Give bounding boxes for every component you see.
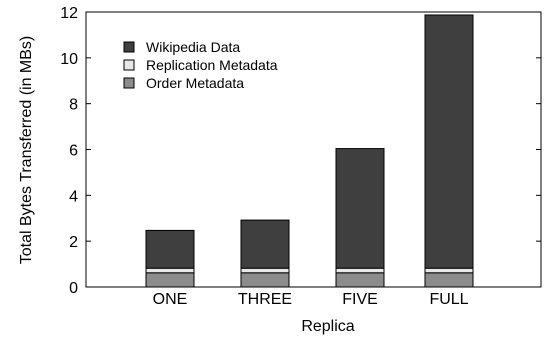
bar-segment — [335, 267, 385, 274]
x-axis-label: Replica — [301, 318, 354, 335]
y-tick-label: 6 — [69, 143, 78, 160]
bars-group — [145, 14, 474, 288]
legend-swatch — [123, 59, 135, 71]
legend: Wikipedia Data Replication Metadata Order … — [123, 39, 278, 91]
y-tick-label: 10 — [60, 51, 78, 68]
bar-segment — [240, 219, 290, 269]
x-tick-label: ONE — [153, 291, 188, 308]
legend-label: Replication Metadata — [146, 57, 278, 73]
y-tick-label: 4 — [69, 188, 78, 205]
legend-swatch — [123, 41, 135, 53]
bar-segment — [240, 267, 290, 274]
y-axis-label: Total Bytes Transferred (in MBs) — [18, 36, 35, 265]
bar-segment — [145, 229, 195, 269]
y-tick-label: 2 — [69, 234, 78, 251]
bar-segment — [424, 272, 474, 288]
legend-swatch — [123, 77, 135, 89]
y-tick-label: 8 — [69, 97, 78, 114]
legend-label: Order Metadata — [146, 75, 244, 91]
legend-label: Wikipedia Data — [146, 39, 240, 55]
bar-segment — [424, 14, 474, 269]
bar-segment — [335, 148, 385, 269]
x-tick-label: FIVE — [342, 291, 378, 308]
x-axis-ticks: ONE THREE FIVE FULL — [153, 291, 469, 308]
bar-segment — [145, 272, 195, 288]
bar-segment — [145, 267, 195, 274]
bar-segment — [240, 272, 290, 288]
y-axis-ticks: 0 2 4 6 8 10 12 — [60, 5, 541, 297]
y-tick-label: 0 — [69, 280, 78, 297]
x-tick-label: THREE — [238, 291, 292, 308]
y-tick-label: 12 — [60, 5, 78, 22]
bar-segment — [424, 267, 474, 274]
bar-segment — [335, 272, 385, 288]
x-tick-label: FULL — [429, 291, 468, 308]
